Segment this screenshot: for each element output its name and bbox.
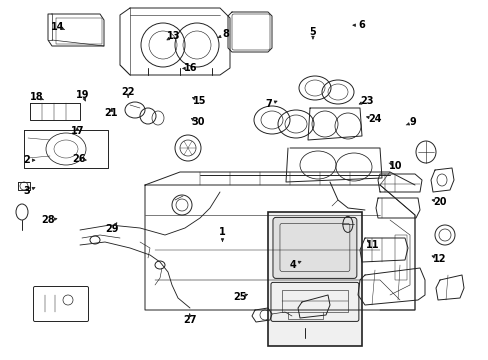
Text: 30: 30 [191,117,204,127]
Text: 5: 5 [309,27,316,37]
Text: 3: 3 [23,186,30,196]
Text: 27: 27 [183,315,196,325]
Text: 24: 24 [367,114,381,124]
Bar [282,291,347,312]
Text: 18: 18 [30,92,43,102]
Text: 7: 7 [265,99,272,109]
Text: 10: 10 [388,161,402,171]
Text: 29: 29 [105,224,119,234]
Text: 4: 4 [289,260,296,270]
Text: 13: 13 [166,31,180,41]
Text: 1: 1 [219,227,225,237]
Text: 28: 28 [41,215,55,225]
Text: 11: 11 [365,240,379,250]
Text: 2: 2 [23,155,30,165]
Text: 25: 25 [232,292,246,302]
Text: 9: 9 [409,117,416,127]
Text: 6: 6 [358,20,365,30]
FancyBboxPatch shape [272,217,356,278]
FancyBboxPatch shape [280,224,349,271]
Text: 22: 22 [121,87,135,97]
Text: 16: 16 [183,63,197,73]
Text: 8: 8 [222,29,229,39]
Text: 21: 21 [104,108,118,118]
Text: 15: 15 [192,96,206,106]
Text: 17: 17 [70,126,84,136]
Text: 12: 12 [432,254,446,264]
Text: 14: 14 [51,22,64,32]
Text: 20: 20 [432,197,446,207]
Text: 19: 19 [76,90,90,100]
Bar [267,212,361,346]
Text: 23: 23 [359,96,373,106]
Bar [394,235,406,280]
Text: 26: 26 [72,154,86,164]
